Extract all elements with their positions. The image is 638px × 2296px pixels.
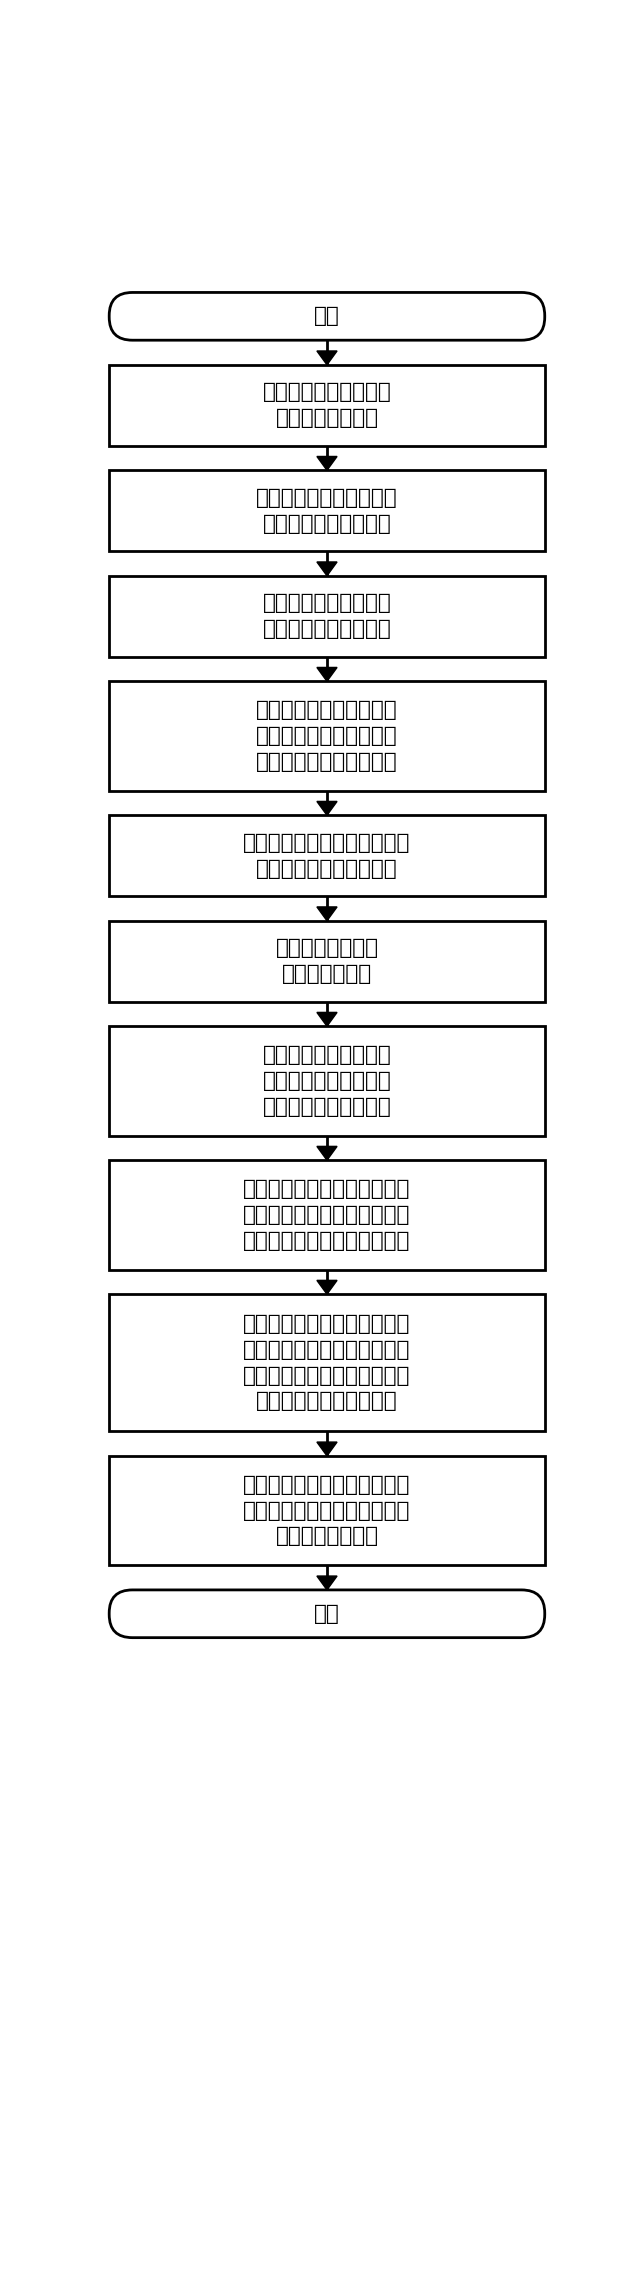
Bar (109, 1295, 545, 1430)
Bar (109, 471, 545, 551)
Polygon shape (317, 907, 337, 921)
Bar (109, 682, 545, 790)
Bar (109, 365, 545, 445)
Text: 启动粉体补给装置的电
机，带动螺旋装置运动: 启动粉体补给装置的电 机，带动螺旋装置运动 (263, 592, 391, 638)
Polygon shape (317, 1281, 337, 1295)
Text: 清洗腔室抄取部分残余
气体，纳米颗粒通过清
洗腔室进入第二级管道: 清洗腔室抄取部分残余 气体，纳米颗粒通过清 洗腔室进入第二级管道 (263, 1045, 391, 1116)
Polygon shape (317, 1575, 337, 1589)
Bar (109, 815, 545, 895)
Polygon shape (317, 668, 337, 682)
Text: 结束: 结束 (314, 1605, 340, 1623)
Text: 打开粉体补给装置进料口
的阀门，纳米颗粒以一定
的速率进入到第一级管道: 打开粉体补给装置进料口 的阀门，纳米颗粒以一定 的速率进入到第一级管道 (256, 700, 397, 771)
Polygon shape (317, 457, 337, 471)
Text: 各级管道通入氮气源，
排出管道内的空气: 各级管道通入氮气源， 排出管道内的空气 (263, 383, 391, 427)
Text: 开始: 开始 (314, 305, 340, 326)
Text: 打开前驱体源的阀门，前驱体
进入管道与氮气充分混合: 打开前驱体源的阀门，前驱体 进入管道与氮气充分混合 (243, 833, 411, 879)
FancyBboxPatch shape (109, 1589, 545, 1637)
Bar (109, 1456, 545, 1566)
Text: 管路的氮气源带动颗粒继续运
动并充分分散，颗粒在清洗腔
体完成清洗，进入第三级管路: 管路的氮气源带动颗粒继续运 动并充分分散，颗粒在清洗腔 体完成清洗，进入第三级管… (243, 1180, 411, 1251)
Bar (109, 1026, 545, 1137)
Polygon shape (317, 351, 337, 365)
Polygon shape (317, 1442, 337, 1456)
Text: 颗粒进入第三级管路，颗粒表
面的第一前驱体和第二前驱体
完成反应，颗粒在清洗腔室完
成清洗，进入第四级管路: 颗粒进入第三级管路，颗粒表 面的第一前驱体和第二前驱体 完成反应，颗粒在清洗腔室… (243, 1313, 411, 1412)
Text: 各级清洗腔室开始工作，
加速排出管道内的空气: 各级清洗腔室开始工作， 加速排出管道内的空气 (256, 489, 397, 533)
Bar (109, 576, 545, 657)
Polygon shape (317, 1013, 337, 1026)
Polygon shape (317, 1146, 337, 1159)
Text: 管路的氮气源带动颗粒继续运
动并充分分散，颗粒在清洗腔
体完成清洗和收集: 管路的氮气源带动颗粒继续运 动并充分分散，颗粒在清洗腔 体完成清洗和收集 (243, 1474, 411, 1545)
Polygon shape (317, 563, 337, 576)
Bar (109, 921, 545, 1001)
Bar (109, 1159, 545, 1270)
Text: 颗粒在第一级管道
内完成饱和吸附: 颗粒在第一级管道 内完成饱和吸附 (276, 939, 378, 985)
FancyBboxPatch shape (109, 292, 545, 340)
Polygon shape (317, 801, 337, 815)
